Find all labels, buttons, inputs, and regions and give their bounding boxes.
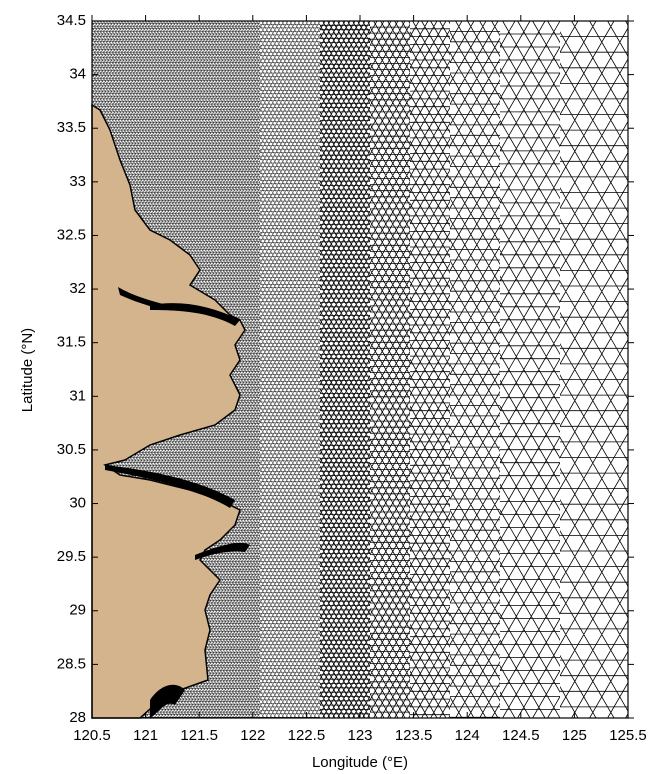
channel <box>105 465 235 508</box>
y-tick-label: 32.5 <box>57 226 86 243</box>
mesh-strip <box>320 21 370 718</box>
y-tick-label: 28.5 <box>57 655 86 672</box>
x-tick-label: 121 <box>133 727 158 744</box>
x-axis-label: Longitude (°E) <box>312 754 408 771</box>
y-axis-label: Latitude (°N) <box>19 328 36 412</box>
y-tick-label: 32 <box>69 280 86 297</box>
x-tick-label: 121.5 <box>180 727 218 744</box>
x-tick-label: 125.5 <box>609 727 647 744</box>
x-tick-label: 122 <box>240 727 265 744</box>
y-tick-label: 34.5 <box>57 12 86 29</box>
x-tick-label: 124.5 <box>502 727 540 744</box>
y-tick-label: 29.5 <box>57 548 86 565</box>
y-tick-label: 30 <box>69 495 86 512</box>
x-tick-label: 124 <box>455 727 480 744</box>
x-tick-label: 123 <box>347 727 372 744</box>
mesh-strip <box>560 21 628 718</box>
y-tick-label: 34 <box>69 66 86 83</box>
mesh-strip <box>260 21 320 718</box>
y-tick-label: 29 <box>69 602 86 619</box>
y-tick-label: 31 <box>69 387 86 404</box>
x-tick-label: 120.5 <box>73 727 111 744</box>
y-tick-label: 30.5 <box>57 441 86 458</box>
x-tick-label: 122.5 <box>288 727 326 744</box>
land <box>91 103 246 719</box>
mesh-strip <box>370 21 410 718</box>
mesh-strip <box>450 21 500 718</box>
y-tick-label: 28 <box>69 709 86 726</box>
channel <box>150 684 185 718</box>
x-tick-label: 125 <box>562 727 587 744</box>
y-tick-label: 33 <box>69 173 86 190</box>
x-tick-label: 123.5 <box>395 727 433 744</box>
y-tick-label: 31.5 <box>57 334 86 351</box>
channel <box>150 303 240 326</box>
channel <box>195 543 250 560</box>
mesh-strip <box>500 21 560 718</box>
y-tick-label: 33.5 <box>57 119 86 136</box>
mesh-strip <box>410 21 450 718</box>
